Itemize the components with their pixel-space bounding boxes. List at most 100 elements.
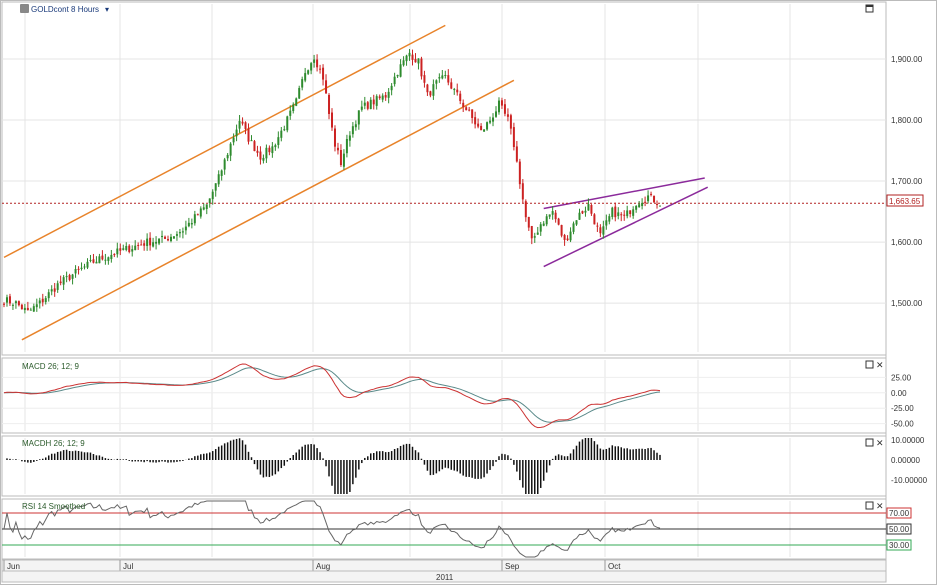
macdh-series <box>6 438 661 494</box>
candle <box>608 213 611 225</box>
candle <box>205 204 208 215</box>
y-tick-label: -25.00 <box>891 404 914 413</box>
candle <box>98 253 101 264</box>
candle <box>107 256 110 265</box>
candle <box>605 214 608 230</box>
candle <box>363 96 366 110</box>
candle <box>384 91 387 101</box>
candle <box>68 273 71 282</box>
candle <box>244 121 247 135</box>
candle <box>551 206 554 220</box>
candle <box>489 116 492 125</box>
candle <box>202 203 205 211</box>
candle <box>575 220 578 226</box>
y-tick-label: 1,900.00 <box>891 55 923 64</box>
candle <box>226 153 229 162</box>
candle <box>468 106 471 112</box>
candle <box>289 105 292 120</box>
gear-icon[interactable] <box>20 4 29 13</box>
candle <box>313 54 316 68</box>
candle <box>336 142 339 155</box>
maximize-rsi-icon[interactable] <box>865 501 874 510</box>
candle <box>536 226 539 235</box>
y-tick-label: 10.00000 <box>891 436 925 445</box>
candle <box>259 146 262 165</box>
candle <box>411 49 414 66</box>
candle <box>217 170 220 187</box>
wedge-lower-line[interactable] <box>543 186 709 268</box>
candle <box>235 124 238 142</box>
candle <box>450 78 453 90</box>
candle <box>134 240 137 251</box>
x-tick-label: Aug <box>316 562 330 571</box>
macd-series <box>3 363 661 429</box>
candle <box>274 143 277 151</box>
candle <box>497 97 500 115</box>
candle <box>387 88 390 104</box>
rsi-level-tag <box>886 507 912 519</box>
maximize-macdh-icon[interactable] <box>865 438 874 447</box>
rsi-level-tag <box>886 539 912 551</box>
candle <box>527 216 530 231</box>
candle <box>390 83 393 96</box>
close-rsi-icon[interactable]: ✕ <box>876 501 884 511</box>
channel-lower-line[interactable] <box>21 79 515 341</box>
x-tick-label: Jun <box>7 562 20 571</box>
macd-title[interactable]: MACD 26; 12; 9 <box>22 362 79 371</box>
candle <box>402 56 405 67</box>
candle <box>530 225 533 245</box>
candle <box>74 265 77 278</box>
candle <box>381 93 384 103</box>
chevron-down-icon[interactable]: ▾ <box>105 5 109 14</box>
candle <box>265 144 268 163</box>
candle <box>423 70 426 88</box>
rsi-title[interactable]: RSI 14 Smoothed <box>22 502 85 511</box>
candle <box>399 59 402 78</box>
candle <box>211 189 214 205</box>
candle <box>563 233 566 246</box>
candle <box>247 123 250 145</box>
candle <box>17 300 20 307</box>
candle <box>23 303 26 314</box>
macdh-title[interactable]: MACDH 26; 12; 9 <box>22 439 85 448</box>
candle <box>328 93 331 120</box>
candle <box>238 115 241 133</box>
candle <box>307 69 310 76</box>
instrument-title[interactable]: GOLDcont 8 Hours <box>31 5 99 14</box>
candle <box>50 285 53 296</box>
candle <box>447 69 450 86</box>
candle <box>62 275 65 291</box>
candle <box>164 235 167 240</box>
channel-upper-line[interactable] <box>3 24 446 259</box>
candle <box>125 242 128 252</box>
candle <box>644 196 647 207</box>
candle <box>650 191 653 197</box>
rsi-series <box>3 500 661 558</box>
candle <box>572 221 575 235</box>
candle <box>539 222 542 236</box>
candle <box>146 233 149 251</box>
close-macd-icon[interactable]: ✕ <box>876 360 884 370</box>
candle <box>480 123 483 131</box>
candle <box>169 233 172 243</box>
y-tick-label: 0.00000 <box>891 456 920 465</box>
candle <box>59 275 62 286</box>
close-macdh-icon[interactable]: ✕ <box>876 438 884 448</box>
y-tick-label: 1,700.00 <box>891 177 923 186</box>
candle <box>506 108 509 122</box>
candle <box>196 213 199 216</box>
candle <box>241 117 244 126</box>
candle <box>495 106 497 118</box>
candle <box>441 69 444 80</box>
candle <box>354 120 357 131</box>
candle <box>533 232 536 243</box>
macd-panel <box>1 357 887 434</box>
maximize-macd-icon[interactable] <box>865 360 874 369</box>
candle <box>319 64 322 74</box>
candle <box>545 214 548 227</box>
candle <box>471 109 474 124</box>
candle <box>459 90 462 105</box>
candle <box>554 209 557 223</box>
candle <box>137 242 140 250</box>
